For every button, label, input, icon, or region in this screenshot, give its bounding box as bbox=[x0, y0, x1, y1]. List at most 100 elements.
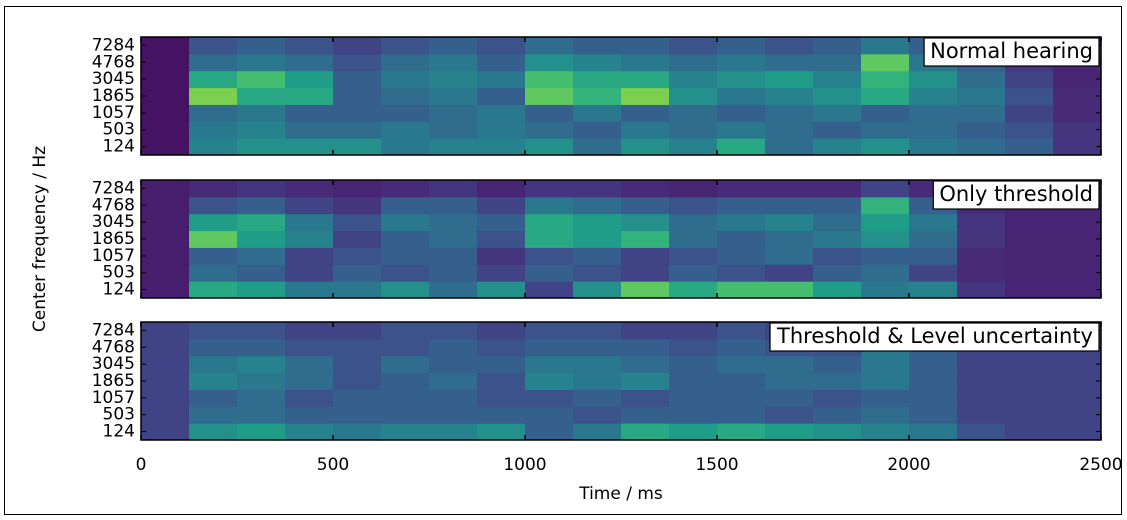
heatmap-cell bbox=[717, 53, 766, 72]
heatmap-cell bbox=[285, 406, 334, 424]
heatmap-cell bbox=[285, 53, 334, 72]
heatmap-cell bbox=[189, 87, 238, 105]
y-tick-label: 1865 bbox=[92, 229, 135, 249]
heatmap-cell bbox=[381, 37, 430, 55]
heatmap-cell bbox=[525, 180, 574, 198]
heatmap-cell bbox=[477, 264, 526, 282]
y-tick-label: 3045 bbox=[92, 212, 135, 232]
heatmap-cell bbox=[237, 355, 286, 374]
heatmap-cell bbox=[141, 281, 190, 299]
heatmap-cell bbox=[525, 70, 574, 89]
heatmap-cell bbox=[621, 87, 670, 105]
heatmap-cell bbox=[573, 37, 622, 55]
heatmap-cell bbox=[333, 264, 382, 282]
heatmap-cell bbox=[573, 70, 622, 89]
heatmap-cell bbox=[573, 180, 622, 198]
heatmap-cell bbox=[573, 230, 622, 248]
y-tick-label: 3045 bbox=[92, 354, 135, 374]
heatmap-cell bbox=[813, 230, 862, 248]
heatmap-cell bbox=[381, 338, 430, 357]
heatmap-cell bbox=[477, 230, 526, 248]
heatmap-cell bbox=[573, 121, 622, 139]
heatmap-cell bbox=[285, 104, 334, 122]
heatmap-cell bbox=[573, 355, 622, 374]
heatmap-cell bbox=[813, 87, 862, 105]
heatmap-cell bbox=[573, 281, 622, 299]
heatmap-cell bbox=[813, 423, 862, 441]
heatmap-cell bbox=[669, 247, 718, 265]
heatmap-cell bbox=[813, 53, 862, 72]
heatmap-cell bbox=[717, 338, 766, 357]
heatmap-cell bbox=[573, 264, 622, 282]
heatmap-cell bbox=[285, 180, 334, 198]
heatmap-cell bbox=[285, 138, 334, 156]
heatmap-cell bbox=[813, 264, 862, 282]
heatmap-cell bbox=[957, 121, 1006, 139]
heatmap-cell bbox=[381, 87, 430, 105]
heatmap-cell bbox=[429, 230, 478, 248]
y-axis-label: Center frequency / Hz bbox=[30, 146, 50, 332]
heatmap-cell bbox=[717, 389, 766, 407]
heatmap-cell bbox=[333, 196, 382, 215]
heatmap-cell bbox=[861, 87, 910, 105]
heatmap-cell bbox=[1053, 121, 1102, 139]
heatmap-cell bbox=[189, 322, 238, 340]
heatmap-cell bbox=[573, 372, 622, 390]
y-tick-label: 124 bbox=[103, 137, 135, 157]
y-tick-label: 124 bbox=[103, 280, 135, 300]
heatmap-cell bbox=[141, 406, 190, 424]
heatmap-cell bbox=[1005, 406, 1054, 424]
heatmap-cell bbox=[381, 104, 430, 122]
heatmap-cell bbox=[429, 338, 478, 357]
heatmap-cell bbox=[333, 281, 382, 299]
heatmap-cell bbox=[909, 87, 958, 105]
heatmap-cell bbox=[813, 104, 862, 122]
heatmap-cell bbox=[957, 213, 1006, 232]
heatmap-cell bbox=[621, 213, 670, 232]
heatmap-cell bbox=[765, 87, 814, 105]
y-tick-label: 4768 bbox=[92, 52, 135, 72]
heatmap-cell bbox=[237, 87, 286, 105]
heatmap-cell bbox=[621, 423, 670, 441]
heatmap-cell bbox=[1005, 87, 1054, 105]
heatmap-cell bbox=[477, 37, 526, 55]
heatmap-cell bbox=[381, 180, 430, 198]
heatmap-cell bbox=[525, 264, 574, 282]
heatmap-cell bbox=[477, 138, 526, 156]
heatmap-cell bbox=[477, 53, 526, 72]
heatmap-cell bbox=[381, 196, 430, 215]
heatmap-cell bbox=[333, 372, 382, 390]
heatmap-cell bbox=[429, 406, 478, 424]
heatmap-cell bbox=[477, 423, 526, 441]
y-tick-label: 1057 bbox=[92, 246, 135, 266]
heatmap-cell bbox=[1053, 423, 1102, 441]
heatmap-cell bbox=[765, 138, 814, 156]
heatmap-cell bbox=[237, 121, 286, 139]
heatmap-cell bbox=[525, 389, 574, 407]
heatmap-cell bbox=[381, 138, 430, 156]
heatmap-cell bbox=[573, 213, 622, 232]
heatmap-cell bbox=[285, 70, 334, 89]
heatmap-cell bbox=[909, 264, 958, 282]
panel-title: Only threshold bbox=[939, 182, 1093, 206]
heatmap-cell bbox=[381, 70, 430, 89]
heatmap-cell bbox=[957, 406, 1006, 424]
panel-title-box bbox=[769, 322, 1100, 352]
heatmap-cell bbox=[189, 180, 238, 198]
heatmap-cell bbox=[333, 180, 382, 198]
heatmap-cell bbox=[1053, 87, 1102, 105]
heatmap-cell bbox=[429, 138, 478, 156]
heatmap-cell bbox=[861, 213, 910, 232]
heatmap-cell bbox=[909, 389, 958, 407]
heatmap-cell bbox=[765, 355, 814, 374]
heatmap-cell bbox=[621, 196, 670, 215]
heatmap-cell bbox=[621, 264, 670, 282]
heatmap-cell bbox=[861, 138, 910, 156]
panel-title-group: Normal hearing bbox=[923, 37, 1100, 67]
heatmap-cell bbox=[237, 230, 286, 248]
heatmap-cell bbox=[477, 70, 526, 89]
panel-title-box bbox=[932, 180, 1100, 210]
heatmap-cell bbox=[429, 281, 478, 299]
heatmap-cell bbox=[813, 355, 862, 374]
